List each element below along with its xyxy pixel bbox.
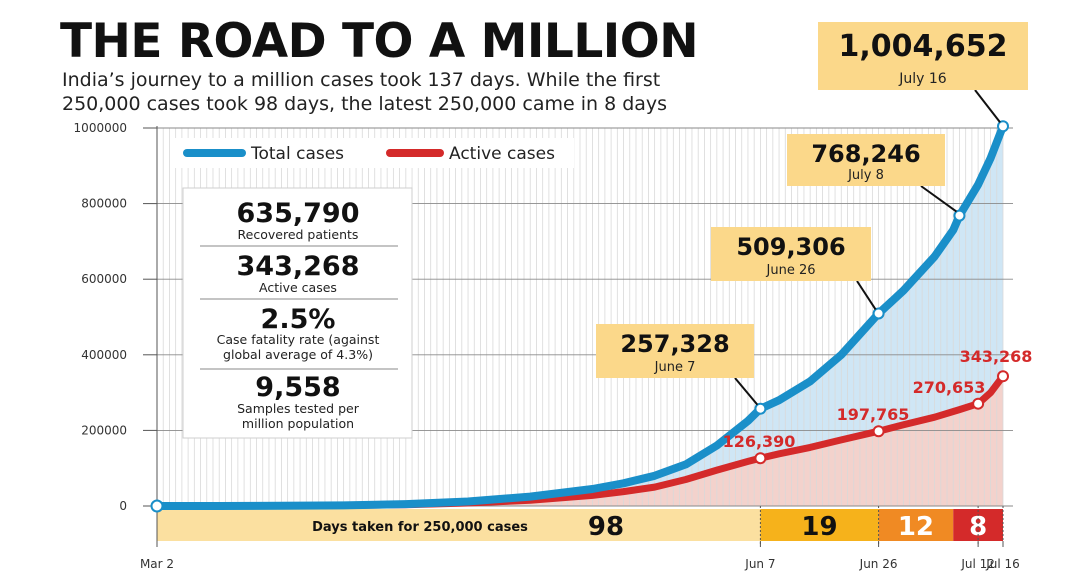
y-tick-label: 600000 <box>81 272 127 286</box>
days-segment-value: 12 <box>898 512 934 542</box>
legend-active-label: Active cases <box>449 144 555 164</box>
annotation-value: 768,246 <box>811 140 920 168</box>
annotation-box <box>596 324 754 378</box>
stats-panel <box>182 187 413 439</box>
x-tick-label: Jun 26 <box>859 557 898 571</box>
y-tick-label: 0 <box>119 499 127 513</box>
total-cases-point <box>872 307 885 320</box>
chart-subtitle: India’s journey to a million cases took … <box>62 68 802 116</box>
annotation-date: June 7 <box>654 360 696 375</box>
series-lines <box>153 122 1007 510</box>
legend-total-label: Total cases <box>250 144 344 164</box>
active-cases-point <box>972 397 985 410</box>
annotation-arrow <box>920 185 958 213</box>
active-cases-value-label: 126,390 <box>723 432 796 451</box>
chart-title: THE ROAD TO A MILLION <box>60 14 699 69</box>
legend: Total cases Active cases <box>172 138 574 168</box>
x-tick-label: Mar 2 <box>140 557 174 571</box>
annotation-arrow <box>856 280 877 311</box>
stat-label: million population <box>242 416 354 431</box>
days-segment <box>157 509 761 541</box>
y-tick-label: 200000 <box>81 423 127 437</box>
active-cases-point <box>754 452 767 465</box>
days-segment-value: 19 <box>801 512 837 542</box>
stat-value: 343,268 <box>237 251 360 282</box>
annotation-box <box>818 22 1028 90</box>
stat-value: 635,790 <box>237 198 360 229</box>
stat-value: 2.5% <box>261 304 336 335</box>
total-cases-point <box>953 209 966 222</box>
annotation-value: 1,004,652 <box>839 29 1008 64</box>
x-tick-label: Jun 7 <box>744 557 775 571</box>
days-segment <box>760 509 879 541</box>
x-tick-label: Jul 16 <box>985 557 1020 571</box>
total-cases-point <box>754 402 767 415</box>
stat-label: Recovered patients <box>238 227 359 242</box>
annotation-date: July 16 <box>898 71 947 87</box>
stat-label: Samples tested per <box>237 401 360 416</box>
days-segment-value: 98 <box>588 512 624 542</box>
active-cases-point <box>872 425 885 438</box>
active-cases-value-label: 270,653 <box>913 378 986 397</box>
start-point <box>150 499 164 513</box>
annotation-date: June 26 <box>766 263 816 278</box>
stat-value: 9,558 <box>255 372 340 403</box>
stat-label: global average of 4.3%) <box>223 347 373 362</box>
annotation-arrow <box>974 89 1001 123</box>
days-taken-label: Days taken for 250,000 cases <box>312 520 528 535</box>
days-segment <box>878 509 954 541</box>
y-tick-label: 400000 <box>81 348 127 362</box>
annotation-value: 257,328 <box>620 330 729 358</box>
active-cases-point <box>997 370 1009 383</box>
y-tick-label: 1000000 <box>74 121 127 135</box>
y-tick-label: 800000 <box>81 197 127 211</box>
annotation-box <box>711 227 871 281</box>
total-cases-line <box>153 122 1007 510</box>
annotation-box <box>787 134 945 186</box>
stat-label: Active cases <box>259 280 337 295</box>
annotation-arrow <box>734 377 759 406</box>
stat-label: Case fatality rate (against <box>217 332 380 347</box>
annotation-value: 509,306 <box>736 233 845 261</box>
x-tick-label: Jul 12 <box>960 557 995 571</box>
series-points <box>150 120 1009 513</box>
active-cases-value-label: 343,268 <box>960 347 1033 366</box>
total-cases-point <box>997 120 1009 133</box>
subtitle-line-2: 250,000 cases took 98 days, the latest 2… <box>62 93 668 115</box>
annotation-date: July 8 <box>847 168 884 183</box>
subtitle-line-1: India’s journey to a million cases took … <box>62 69 661 91</box>
active-cases-value-label: 197,765 <box>837 405 910 424</box>
